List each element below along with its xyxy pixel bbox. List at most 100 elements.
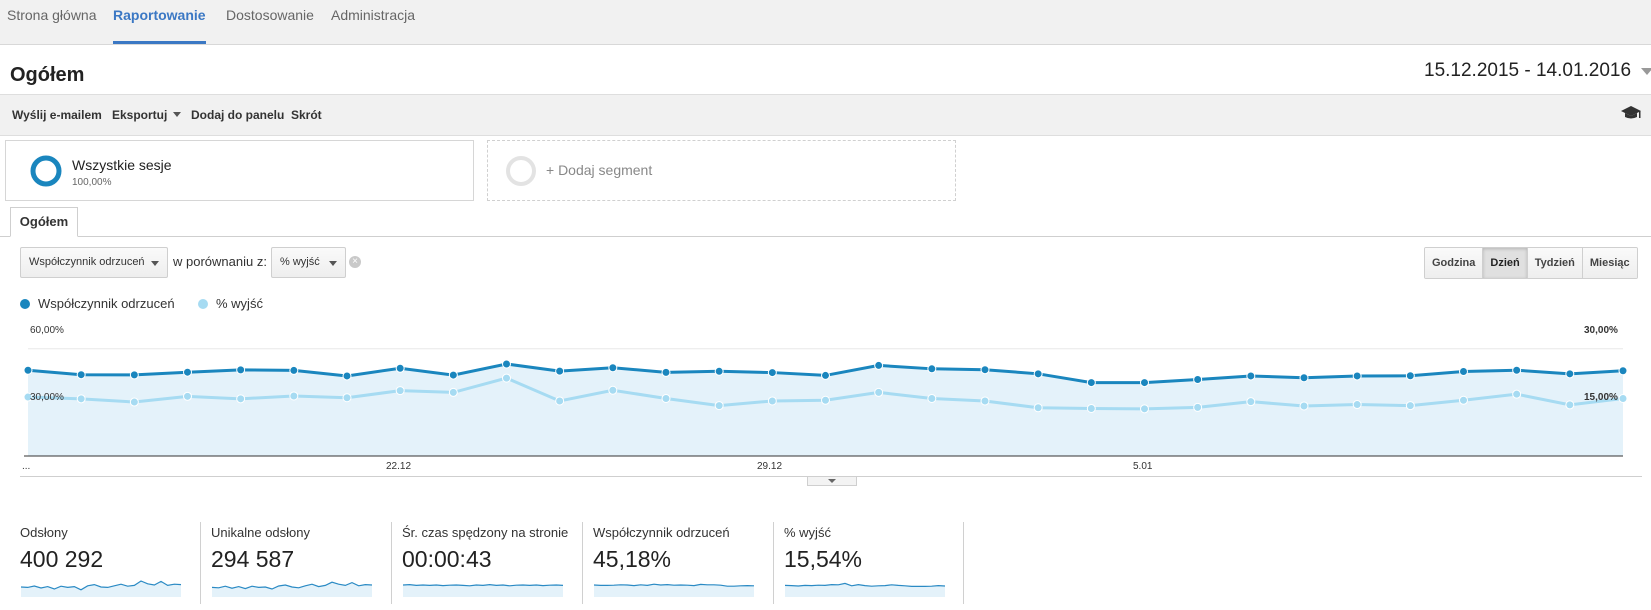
data-point-exit <box>289 391 299 401</box>
period-hour-button[interactable]: Godzina <box>1425 248 1483 278</box>
metric-value: 400 292 <box>20 546 104 572</box>
sparkline <box>20 580 182 597</box>
top-nav: Strona główna Raportowanie Dostosowanie … <box>0 0 1651 45</box>
data-point-exit <box>1405 401 1415 411</box>
chevron-down-icon <box>173 112 182 117</box>
x-axis-start-label: ... <box>22 461 31 472</box>
data-point-bounce <box>1565 369 1575 379</box>
data-point-exit <box>183 391 192 401</box>
metric-value: 45,18% <box>593 546 672 572</box>
data-point-bounce <box>502 359 511 369</box>
clear-compare-icon[interactable]: × <box>349 256 361 268</box>
email-button[interactable]: Wyślij e-mailem <box>12 108 102 122</box>
data-point-exit <box>1565 400 1575 410</box>
data-point-bounce <box>1140 378 1149 388</box>
legend-label: % wyjść <box>216 296 263 311</box>
data-point-bounce <box>289 365 299 375</box>
tab-admin[interactable]: Administracja <box>331 7 416 23</box>
sparkline <box>211 581 373 597</box>
data-point-exit <box>874 387 884 397</box>
date-range-text: 15.12.2015 - 14.01.2016 <box>1424 60 1632 81</box>
metric-value: 15,54% <box>784 546 863 572</box>
chart-expand-handle[interactable] <box>807 476 857 486</box>
add-to-dashboard-button[interactable]: Dodaj do panelu <box>191 108 285 122</box>
data-point-bounce <box>555 366 565 376</box>
data-point-exit <box>661 393 671 403</box>
tab-home[interactable]: Strona główna <box>7 7 97 23</box>
period-day-button[interactable]: Dzień <box>1482 248 1527 278</box>
metric-divider <box>582 522 583 604</box>
data-point-exit <box>448 387 458 397</box>
add-segment-button[interactable]: + Dodaj segment <box>487 140 956 201</box>
right-axis-tick: 30,00% <box>1584 325 1618 336</box>
data-point-exit <box>1246 397 1256 407</box>
metric-label: % wyjść <box>784 525 831 540</box>
series-area <box>28 363 1623 456</box>
sparkline-line <box>593 583 755 587</box>
sparkline-area <box>403 584 563 597</box>
data-point-exit <box>1459 395 1468 405</box>
data-point-exit <box>1618 393 1628 403</box>
left-axis-tick: 30,00% <box>30 392 64 403</box>
data-point-bounce <box>714 366 724 376</box>
data-point-bounce <box>1352 371 1362 381</box>
tab-reporting[interactable]: Raportowanie <box>113 0 206 44</box>
sparkline-line <box>784 582 946 587</box>
data-point-bounce <box>608 363 618 373</box>
right-axis-tick: 15,00% <box>1584 392 1618 403</box>
period-month-button[interactable]: Miesiąc <box>1581 248 1637 278</box>
data-point-exit <box>714 401 724 411</box>
date-range-picker[interactable]: 15.12.2015 - 14.01.2016 <box>1424 60 1651 82</box>
data-point-exit <box>927 393 937 403</box>
shortcut-button[interactable]: Skrót <box>291 108 322 122</box>
data-point-bounce <box>821 370 830 380</box>
metric-value: 294 587 <box>211 546 295 572</box>
data-point-bounce <box>1193 375 1203 385</box>
data-point-exit <box>129 397 139 407</box>
export-button[interactable]: Eksportuj <box>112 108 182 122</box>
subtab-divider <box>0 236 1651 237</box>
data-point-exit <box>1033 403 1043 413</box>
line-chart <box>23 348 1628 457</box>
data-point-exit <box>1299 401 1309 411</box>
metric-select[interactable]: Współczynnik odrzuceń <box>20 247 168 278</box>
data-point-bounce <box>1512 365 1522 375</box>
data-point-bounce <box>874 360 884 370</box>
data-point-exit <box>1086 403 1096 413</box>
metric-label: Odsłony <box>20 525 68 540</box>
legend-dot-icon <box>20 299 30 309</box>
metric-label: Śr. czas spędzony na stronie <box>402 525 569 540</box>
legend-series-bounce[interactable]: Współczynnik odrzuceń <box>20 296 175 311</box>
data-point-bounce <box>448 370 458 380</box>
data-point-bounce <box>1459 366 1468 376</box>
sparkline <box>402 583 564 597</box>
graduation-cap-icon[interactable] <box>1620 105 1642 126</box>
legend-series-exit[interactable]: % wyjść <box>198 296 263 311</box>
data-point-exit <box>555 396 565 406</box>
tab-overview[interactable]: Ogółem <box>10 207 78 237</box>
period-week-button[interactable]: Tydzień <box>1526 248 1582 278</box>
data-point-bounce <box>1405 371 1415 381</box>
sparkline-area <box>212 582 372 597</box>
sparkline-line <box>402 583 564 587</box>
segment-percent: 100,00% <box>72 177 112 188</box>
export-label: Eksportuj <box>112 108 168 122</box>
data-point-bounce <box>342 371 352 381</box>
sparkline-area <box>594 584 754 597</box>
sparkline-line <box>211 581 373 590</box>
compare-metric-select[interactable]: % wyjść <box>271 247 346 278</box>
data-point-exit <box>1140 404 1149 414</box>
segment-all-sessions[interactable]: Wszystkie sesje 100,00% <box>5 140 474 201</box>
data-point-exit <box>821 395 830 405</box>
segment-ring-icon <box>30 155 62 187</box>
metric-divider <box>200 522 201 604</box>
metric-value: 00:00:43 <box>402 546 492 572</box>
sparkline-line <box>20 580 182 591</box>
tab-customization[interactable]: Dostosowanie <box>226 7 314 23</box>
metric-label: Współczynnik odrzuceń <box>593 525 730 540</box>
data-point-bounce <box>76 370 86 380</box>
legend-dot-icon <box>198 299 208 309</box>
page-title: Ogółem <box>10 64 85 86</box>
data-point-bounce <box>1086 378 1096 388</box>
data-point-bounce <box>1033 369 1043 379</box>
